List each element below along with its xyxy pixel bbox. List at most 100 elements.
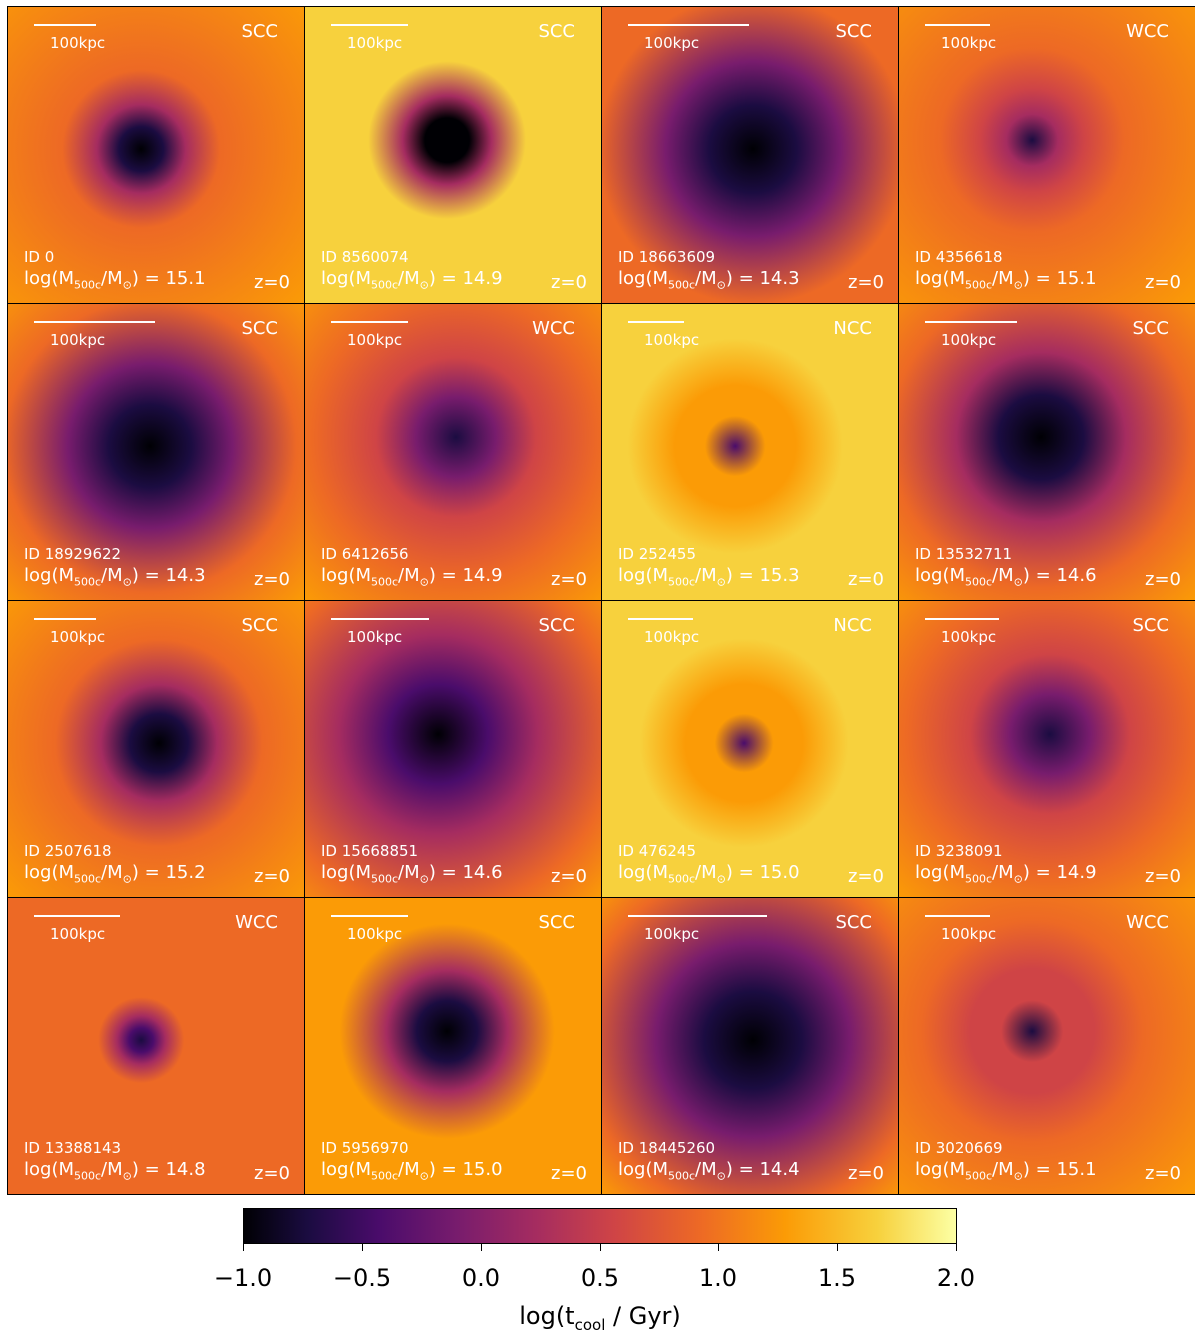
halo-mass: log(M500c/M⊙) = 14.8 <box>24 1159 206 1183</box>
mass-label-sub: 500c <box>74 872 102 886</box>
scale-label: 100kpc <box>644 628 700 646</box>
redshift-label: z=0 <box>254 272 290 293</box>
mass-label-prefix: log(M <box>915 565 965 586</box>
halo-id: ID 6412656 <box>321 545 409 563</box>
mass-value: 14.6 <box>1056 565 1097 586</box>
cool-core-type: WCC <box>1126 912 1169 933</box>
mass-label-sun: ⊙ <box>419 575 429 589</box>
cluster-panel: 100kpc WCC ID 4356618 log(M500c/M⊙) = 15.1 z… <box>898 6 1195 303</box>
scale-bar <box>628 915 767 917</box>
halo-id: ID 4356618 <box>915 248 1003 266</box>
scale-bar <box>925 24 990 26</box>
cool-core-type: SCC <box>538 615 575 636</box>
colorbar-label: log(tcool / Gyr) <box>0 1302 1200 1334</box>
cluster-panel: 100kpc SCC ID 0 log(M500c/M⊙) = 15.1 z=0 <box>7 6 304 303</box>
scale-label: 100kpc <box>50 628 106 646</box>
mass-label-sub: 500c <box>668 1169 696 1183</box>
scale-bar <box>628 618 693 620</box>
cooling-time-map <box>8 898 304 1194</box>
mass-value: 15.0 <box>462 1159 503 1180</box>
mass-value: 14.3 <box>165 565 206 586</box>
mass-label-suffix: ) = <box>428 268 463 289</box>
scale-label: 100kpc <box>50 925 106 943</box>
cool-core-type: SCC <box>538 912 575 933</box>
cool-core-type: WCC <box>532 318 575 339</box>
redshift-label: z=0 <box>1145 1163 1181 1184</box>
halo-mass: log(M500c/M⊙) = 15.0 <box>321 1159 503 1183</box>
colorbar-tick <box>362 1244 363 1251</box>
colorbar-tick-label: −1.0 <box>213 1264 273 1292</box>
cool-core-type: NCC <box>833 318 872 339</box>
scale-bar <box>34 24 96 26</box>
halo-id: ID 18663609 <box>618 248 716 266</box>
redshift-label: z=0 <box>1145 569 1181 590</box>
redshift-label: z=0 <box>551 272 587 293</box>
mass-label-sub: 500c <box>371 575 399 589</box>
cool-core-type: SCC <box>835 912 872 933</box>
mass-label-sun: ⊙ <box>716 278 726 292</box>
mass-label-prefix: log(M <box>24 862 74 883</box>
halo-mass: log(M500c/M⊙) = 14.3 <box>24 565 206 589</box>
halo-id: ID 15668851 <box>321 842 419 860</box>
cooling-time-map <box>8 601 304 897</box>
scale-label: 100kpc <box>347 331 403 349</box>
cooling-time-map <box>602 601 898 897</box>
mass-label-suffix: ) = <box>1022 862 1057 883</box>
mass-label-mid: /M <box>695 862 717 883</box>
halo-mass: log(M500c/M⊙) = 14.9 <box>915 862 1097 886</box>
mass-label-mid: /M <box>101 565 123 586</box>
mass-label-sub: 500c <box>965 872 993 886</box>
mass-label-sub: 500c <box>965 575 993 589</box>
mass-label-prefix: log(M <box>915 862 965 883</box>
mass-label-mid: /M <box>101 862 123 883</box>
colorbar-tick <box>837 1244 838 1251</box>
mass-label-sub: 500c <box>371 872 399 886</box>
cooling-time-map <box>8 304 304 600</box>
cooling-time-map <box>899 898 1195 1194</box>
mass-label-sun: ⊙ <box>1013 575 1023 589</box>
scale-label: 100kpc <box>941 34 997 52</box>
colorbar-tick-label: 1.5 <box>817 1264 857 1292</box>
halo-id: ID 252455 <box>618 545 697 563</box>
mass-value: 14.6 <box>462 862 503 883</box>
mass-label-mid: /M <box>992 862 1014 883</box>
colorbar-tick <box>956 1244 957 1251</box>
mass-label-suffix: ) = <box>725 862 760 883</box>
scale-bar <box>628 24 749 26</box>
colorbar-tick-label: 0.0 <box>461 1264 501 1292</box>
cooling-time-map <box>305 7 601 303</box>
mass-label-mid: /M <box>695 268 717 289</box>
mass-label-sub: 500c <box>965 278 993 292</box>
mass-label-sub: 500c <box>668 872 696 886</box>
halo-id: ID 0 <box>24 248 55 266</box>
redshift-label: z=0 <box>1145 866 1181 887</box>
redshift-label: z=0 <box>848 866 884 887</box>
scale-bar <box>34 915 120 917</box>
colorbar-tick <box>243 1244 244 1251</box>
cool-core-type: NCC <box>833 615 872 636</box>
scale-bar <box>331 618 429 620</box>
mass-label-prefix: log(M <box>24 1159 74 1180</box>
mass-value: 15.3 <box>759 565 800 586</box>
colorbar-tick-label: 2.0 <box>936 1264 976 1292</box>
scale-bar <box>925 618 999 620</box>
scale-label: 100kpc <box>941 925 997 943</box>
mass-label-sun: ⊙ <box>122 1169 132 1183</box>
mass-label-prefix: log(M <box>915 268 965 289</box>
mass-label-prefix: log(M <box>24 565 74 586</box>
redshift-label: z=0 <box>848 1163 884 1184</box>
mass-label-prefix: log(M <box>321 565 371 586</box>
cluster-panel: 100kpc WCC ID 13388143 log(M500c/M⊙) = 14.8… <box>7 897 304 1194</box>
cooling-time-map <box>305 304 601 600</box>
mass-label-prefix: log(M <box>618 862 668 883</box>
mass-value: 15.1 <box>1056 1159 1097 1180</box>
cooling-time-map <box>899 601 1195 897</box>
cluster-panel: 100kpc SCC ID 15668851 log(M500c/M⊙) = 14.6… <box>304 600 601 897</box>
scale-bar <box>925 321 1017 323</box>
halo-mass: log(M500c/M⊙) = 15.2 <box>24 862 206 886</box>
mass-label-mid: /M <box>992 1159 1014 1180</box>
mass-label-prefix: log(M <box>915 1159 965 1180</box>
cluster-panel: 100kpc SCC ID 18663609 log(M500c/M⊙) = 14.3… <box>601 6 898 303</box>
cluster-panel: 100kpc SCC ID 18929622 log(M500c/M⊙) = 14.3… <box>7 303 304 600</box>
mass-label-suffix: ) = <box>131 268 166 289</box>
